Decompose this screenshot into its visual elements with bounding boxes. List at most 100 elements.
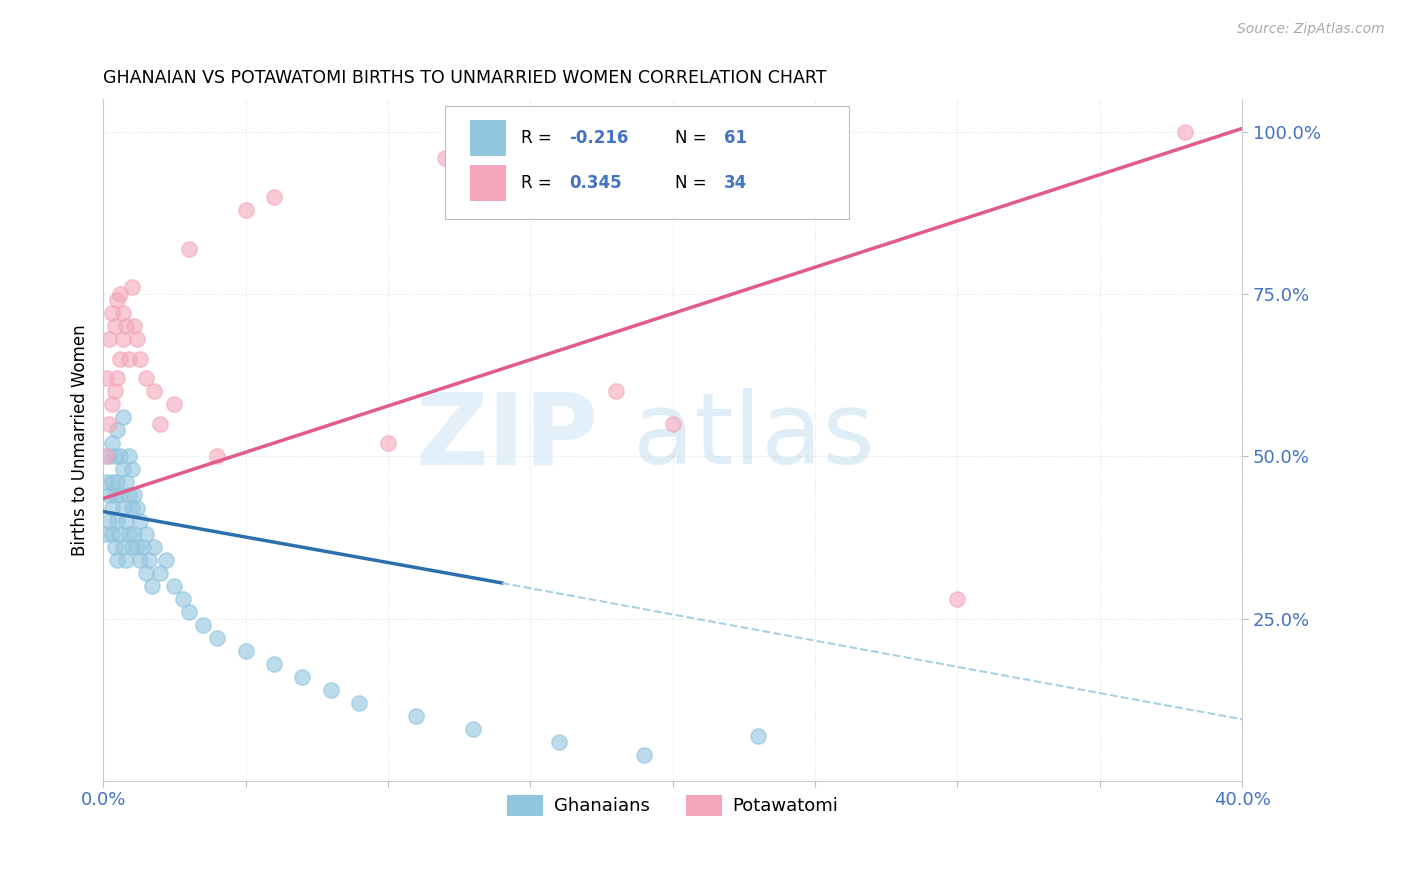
- Point: [94, 475, 117, 490]
- Point: [129, 553, 152, 567]
- Point: [121, 280, 143, 294]
- Text: 34: 34: [724, 174, 747, 192]
- Point: [319, 683, 342, 698]
- Point: [349, 696, 371, 710]
- Point: [100, 527, 122, 541]
- Point: [110, 527, 132, 541]
- Point: [127, 540, 149, 554]
- Point: [100, 436, 122, 450]
- Point: [129, 514, 152, 528]
- Point: [124, 527, 146, 541]
- Point: [263, 189, 285, 203]
- Point: [946, 592, 969, 607]
- Point: [94, 371, 117, 385]
- Point: [149, 566, 172, 581]
- Point: [127, 333, 149, 347]
- Point: [121, 462, 143, 476]
- Point: [105, 293, 128, 308]
- Point: [143, 540, 166, 554]
- Point: [377, 436, 399, 450]
- Point: [405, 709, 427, 723]
- Y-axis label: Births to Unmarried Women: Births to Unmarried Women: [72, 325, 89, 556]
- Point: [112, 540, 135, 554]
- Point: [112, 333, 135, 347]
- Text: N =: N =: [675, 174, 711, 192]
- Point: [163, 579, 186, 593]
- Point: [177, 605, 200, 619]
- Point: [112, 306, 135, 320]
- Point: [132, 540, 155, 554]
- Point: [118, 527, 141, 541]
- Point: [97, 333, 120, 347]
- Text: 61: 61: [724, 129, 747, 147]
- Point: [205, 450, 228, 464]
- Point: [103, 450, 125, 464]
- Point: [291, 670, 314, 684]
- Text: GHANAIAN VS POTAWATOMI BIRTHS TO UNMARRIED WOMEN CORRELATION CHART: GHANAIAN VS POTAWATOMI BIRTHS TO UNMARRI…: [103, 69, 827, 87]
- Point: [118, 351, 141, 366]
- Point: [115, 319, 138, 334]
- Text: N =: N =: [675, 129, 711, 147]
- Point: [100, 475, 122, 490]
- Point: [103, 540, 125, 554]
- Point: [1174, 125, 1197, 139]
- FancyBboxPatch shape: [470, 120, 506, 156]
- Text: ZIP: ZIP: [416, 388, 599, 485]
- Point: [121, 501, 143, 516]
- Point: [105, 475, 128, 490]
- Point: [605, 384, 627, 399]
- Point: [94, 527, 117, 541]
- Point: [205, 631, 228, 645]
- Point: [115, 553, 138, 567]
- Point: [105, 371, 128, 385]
- Point: [105, 514, 128, 528]
- Point: [155, 553, 177, 567]
- Text: Source: ZipAtlas.com: Source: ZipAtlas.com: [1237, 22, 1385, 37]
- Point: [112, 501, 135, 516]
- Point: [118, 488, 141, 502]
- Point: [100, 501, 122, 516]
- Point: [547, 735, 569, 749]
- Point: [135, 371, 157, 385]
- Point: [103, 488, 125, 502]
- Point: [94, 450, 117, 464]
- Text: -0.216: -0.216: [569, 129, 628, 147]
- Text: R =: R =: [522, 129, 557, 147]
- Point: [112, 462, 135, 476]
- Point: [100, 397, 122, 411]
- Point: [110, 287, 132, 301]
- Point: [105, 423, 128, 437]
- Point: [110, 488, 132, 502]
- Point: [110, 351, 132, 366]
- Point: [97, 417, 120, 431]
- Point: [129, 351, 152, 366]
- Point: [97, 488, 120, 502]
- Text: R =: R =: [522, 174, 557, 192]
- Point: [100, 306, 122, 320]
- Point: [141, 579, 163, 593]
- FancyBboxPatch shape: [444, 106, 849, 219]
- Point: [163, 397, 186, 411]
- Point: [115, 514, 138, 528]
- Legend: Ghanaians, Potawatomi: Ghanaians, Potawatomi: [499, 788, 846, 823]
- Point: [124, 488, 146, 502]
- Point: [105, 553, 128, 567]
- Point: [191, 618, 214, 632]
- Point: [115, 475, 138, 490]
- Point: [118, 450, 141, 464]
- Text: atlas: atlas: [633, 388, 875, 485]
- Point: [97, 514, 120, 528]
- Point: [177, 242, 200, 256]
- Point: [463, 722, 485, 736]
- Point: [127, 501, 149, 516]
- Point: [433, 151, 456, 165]
- FancyBboxPatch shape: [470, 165, 506, 201]
- Text: 0.345: 0.345: [569, 174, 621, 192]
- Point: [103, 319, 125, 334]
- Point: [747, 729, 769, 743]
- Point: [172, 592, 194, 607]
- Point: [138, 553, 160, 567]
- Point: [110, 450, 132, 464]
- Point: [135, 566, 157, 581]
- Point: [97, 450, 120, 464]
